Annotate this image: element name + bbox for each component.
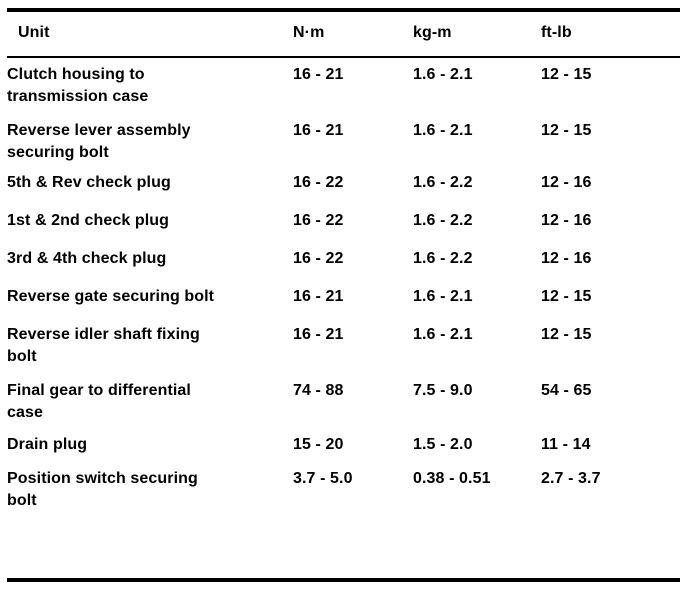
table-row: 1st & 2nd check plug 16 - 22 1.6 - 2.2 12 -… [7,202,680,240]
table-row: Drain plug 15 - 20 1.5 - 2.0 11 - 14 [7,424,680,458]
cell-nm: 16 - 21 [293,326,344,343]
cell-unit: Final gear to differential case [7,370,293,424]
cell-kgm: 1.5 - 2.0 [413,436,473,453]
cell-unit-line1: Position switch securing [7,470,198,487]
cell-nm: 3.7 - 5.0 [293,470,353,487]
cell-kgm: 1.6 - 2.2 [413,250,473,267]
cell-unit: 5th & Rev check plug [7,164,293,202]
cell-nm: 74 - 88 [293,382,344,399]
cell-unit-line1: Reverse lever assembly [7,122,191,139]
cell-unit-line1: Reverse idler shaft fixing [7,326,200,343]
cell-unit-line1: Drain plug [7,436,88,453]
cell-ftlb: 12 - 15 [541,66,592,83]
cell-unit-line2: securing bolt [7,144,109,161]
cell-unit: Drain plug [7,424,293,458]
cell-unit: Position switch securing bolt [7,458,293,514]
table-header-rule [7,56,680,58]
table-row: 5th & Rev check plug 16 - 22 1.6 - 2.2 12 -… [7,164,680,202]
cell-nm: 16 - 21 [293,288,344,305]
cell-kgm: 1.6 - 2.1 [413,66,473,83]
table-row: 3rd & 4th check plug 16 - 22 1.6 - 2.2 12 -… [7,240,680,278]
table-body: Clutch housing to transmission case 16 - 2… [7,56,680,514]
cell-unit: 1st & 2nd check plug [7,202,293,240]
column-header-unit: Unit [18,24,50,41]
table-row: Reverse idler shaft fixing bolt 16 - 21 1.6… [7,316,680,370]
cell-ftlb: 12 - 16 [541,212,592,229]
table-row: Reverse lever assembly securing bolt 16 - … [7,110,680,164]
cell-nm: 16 - 22 [293,250,344,267]
cell-ftlb: 54 - 65 [541,382,592,399]
table-row: Reverse gate securing bolt 16 - 21 1.6 - 2… [7,278,680,316]
cell-ftlb: 12 - 16 [541,174,592,191]
cell-unit-line1: Reverse gate securing bolt [7,288,215,305]
cell-kgm: 1.6 - 2.2 [413,174,473,191]
cell-kgm: 1.6 - 2.2 [413,212,473,229]
cell-unit: Clutch housing to transmission case [7,56,293,110]
cell-unit-line1: Final gear to differential [7,382,191,399]
column-header-ftlb: ft-lb [541,24,572,41]
cell-ftlb: 12 - 16 [541,250,592,267]
cell-unit: Reverse idler shaft fixing bolt [7,316,293,370]
cell-unit-line1: Clutch housing to [7,66,145,83]
cell-unit-line1: 3rd & 4th check plug [7,250,167,267]
cell-unit: Reverse lever assembly securing bolt [7,110,293,164]
cell-unit-line2: transmission case [7,88,149,105]
cell-ftlb: 12 - 15 [541,288,592,305]
torque-spec-table: Unit N·m kg-m ft-lb Clutch housing to tra… [7,12,680,514]
cell-kgm: 1.6 - 2.1 [413,122,473,139]
table-header-row: Unit N·m kg-m ft-lb [7,12,680,56]
cell-ftlb: 2.7 - 3.7 [541,470,601,487]
cell-unit-line2: bolt [7,492,37,509]
cell-nm: 16 - 22 [293,212,344,229]
table-top-rule [7,8,680,12]
cell-unit: Reverse gate securing bolt [7,278,293,316]
cell-kgm: 7.5 - 9.0 [413,382,473,399]
cell-ftlb: 11 - 14 [541,436,591,453]
cell-unit: 3rd & 4th check plug [7,240,293,278]
cell-nm: 16 - 21 [293,66,344,83]
cell-unit-line1: 5th & Rev check plug [7,174,171,191]
cell-unit-line2: case [7,404,43,421]
cell-unit-line2: bolt [7,348,37,365]
cell-nm: 16 - 22 [293,174,344,191]
cell-ftlb: 12 - 15 [541,326,592,343]
cell-kgm: 1.6 - 2.1 [413,288,473,305]
cell-nm: 15 - 20 [293,436,344,453]
table-bottom-rule [7,578,680,582]
cell-kgm: 1.6 - 2.1 [413,326,473,343]
column-header-nm: N·m [293,24,325,41]
column-header-kgm: kg-m [413,24,452,41]
table-row: Clutch housing to transmission case 16 - 2… [7,56,680,110]
table-row: Final gear to differential case 74 - 88 7.5… [7,370,680,424]
cell-kgm: 0.38 - 0.51 [413,470,491,487]
table-row: Position switch securing bolt 3.7 - 5.0 0.3… [7,458,680,514]
cell-unit-line1: 1st & 2nd check plug [7,212,170,229]
cell-nm: 16 - 21 [293,122,344,139]
cell-ftlb: 12 - 15 [541,122,592,139]
